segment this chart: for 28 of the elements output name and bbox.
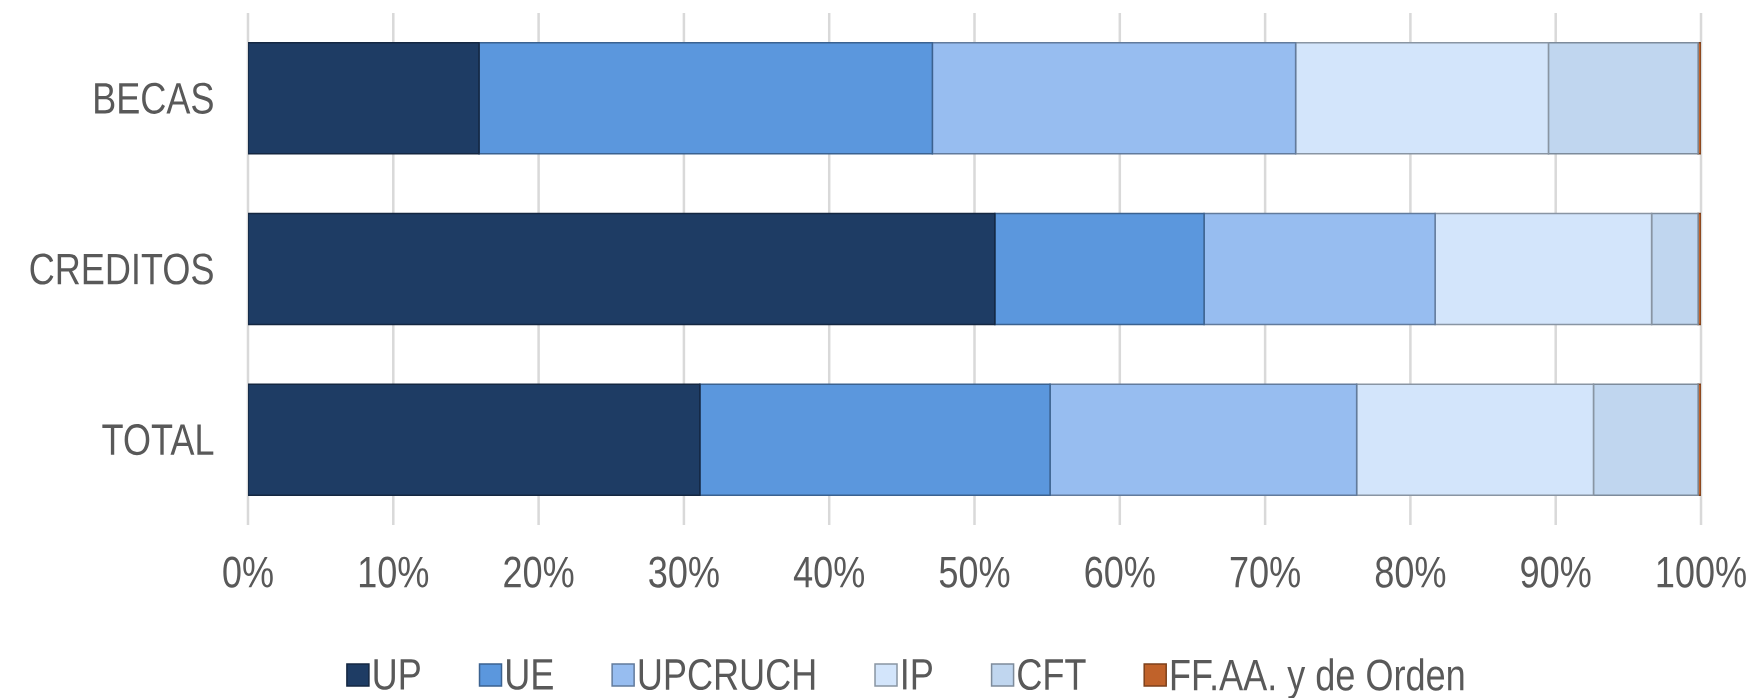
- legend-label: UP: [374, 659, 420, 690]
- bar: [699, 383, 1051, 496]
- bar: [931, 42, 1297, 155]
- x-tick-label: 100%: [1657, 556, 1746, 588]
- x-tick-label: 20%: [504, 556, 574, 588]
- bar: [248, 212, 996, 326]
- x-tick-label: 40%: [793, 556, 865, 588]
- bar: [1049, 383, 1358, 496]
- bar: [478, 42, 934, 155]
- y-tick-label: TOTAL: [102, 424, 214, 456]
- legend-label: UPCRUCH: [639, 658, 815, 691]
- bar: [1203, 212, 1436, 326]
- x-tick-label: 30%: [649, 556, 719, 588]
- x-tick-label: 80%: [1375, 556, 1446, 588]
- x-tick-label: 70%: [1230, 556, 1300, 588]
- legend-label: IP: [903, 659, 932, 690]
- y-tick-label: BECAS: [95, 82, 213, 114]
- legend-label: UE: [507, 659, 553, 690]
- legend-label: CFT: [1018, 658, 1086, 691]
- bar: [248, 383, 701, 496]
- y-tick-label: CREDITOS: [30, 253, 213, 285]
- x-tick-label: 0%: [223, 556, 273, 588]
- x-tick-label: 10%: [359, 556, 429, 588]
- x-tick-label: 50%: [939, 556, 1010, 588]
- bar: [994, 212, 1205, 326]
- bar: [248, 42, 480, 155]
- x-tick-label: 60%: [1085, 556, 1155, 588]
- x-tick-label: 90%: [1521, 556, 1591, 588]
